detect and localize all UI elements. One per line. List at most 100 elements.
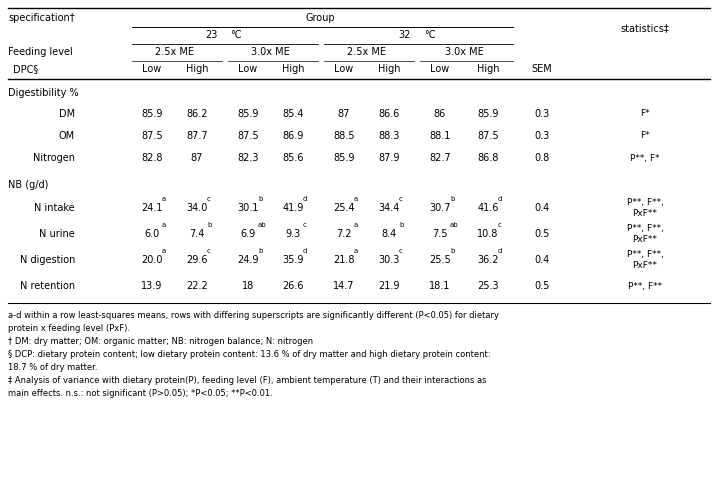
- Text: 6.9: 6.9: [241, 229, 256, 239]
- Text: main effects. n.s.: not significant (P>0.05); *P<0.05; **P<0.01.: main effects. n.s.: not significant (P>0…: [8, 389, 273, 398]
- Text: PxF**: PxF**: [633, 236, 658, 244]
- Text: 86.9: 86.9: [282, 131, 304, 141]
- Text: °C: °C: [230, 30, 242, 40]
- Text: 86.8: 86.8: [477, 153, 499, 163]
- Text: † DM: dry matter; OM: organic matter; NB: nitrogen balance; N: nitrogen: † DM: dry matter; OM: organic matter; NB…: [8, 337, 313, 346]
- Text: 18: 18: [242, 281, 254, 291]
- Text: 85.9: 85.9: [237, 109, 258, 119]
- Text: 87: 87: [191, 153, 203, 163]
- Text: 88.3: 88.3: [378, 131, 400, 141]
- Text: °C: °C: [424, 30, 436, 40]
- Text: a: a: [354, 222, 358, 228]
- Text: N digestion: N digestion: [19, 255, 75, 265]
- Text: 87: 87: [337, 109, 350, 119]
- Text: PxF**: PxF**: [633, 210, 658, 218]
- Text: 41.9: 41.9: [282, 203, 304, 213]
- Text: a: a: [354, 196, 358, 202]
- Text: 25.5: 25.5: [429, 255, 451, 265]
- Text: Nitrogen: Nitrogen: [33, 153, 75, 163]
- Text: 86.6: 86.6: [378, 109, 400, 119]
- Text: N intake: N intake: [34, 203, 75, 213]
- Text: P**, F*: P**, F*: [630, 154, 660, 162]
- Text: 0.8: 0.8: [534, 153, 549, 163]
- Text: Low: Low: [335, 64, 354, 74]
- Text: b: b: [207, 222, 211, 228]
- Text: 30.3: 30.3: [378, 255, 400, 265]
- Text: d: d: [498, 196, 503, 202]
- Text: 2.5x ME: 2.5x ME: [347, 47, 386, 57]
- Text: c: c: [207, 196, 211, 202]
- Text: 7.5: 7.5: [432, 229, 448, 239]
- Text: b: b: [450, 248, 454, 254]
- Text: 20.0: 20.0: [141, 255, 163, 265]
- Text: High: High: [378, 64, 400, 74]
- Text: 24.1: 24.1: [141, 203, 163, 213]
- Text: 3.0x ME: 3.0x ME: [444, 47, 483, 57]
- Text: 14.7: 14.7: [333, 281, 355, 291]
- Text: protein x feeding level (PxF).: protein x feeding level (PxF).: [8, 324, 130, 333]
- Text: 18.1: 18.1: [429, 281, 451, 291]
- Text: 82.8: 82.8: [141, 153, 163, 163]
- Text: c: c: [399, 248, 403, 254]
- Text: Group: Group: [305, 13, 335, 23]
- Text: 22.2: 22.2: [186, 281, 208, 291]
- Text: 6.0: 6.0: [144, 229, 159, 239]
- Text: 8.4: 8.4: [381, 229, 396, 239]
- Text: 26.6: 26.6: [282, 281, 304, 291]
- Text: 30.7: 30.7: [429, 203, 451, 213]
- Text: 2.5x ME: 2.5x ME: [155, 47, 194, 57]
- Text: High: High: [281, 64, 304, 74]
- Text: DM: DM: [59, 109, 75, 119]
- Text: 0.5: 0.5: [534, 281, 550, 291]
- Text: d: d: [303, 248, 307, 254]
- Text: 0.4: 0.4: [534, 203, 549, 213]
- Text: DPC§: DPC§: [14, 64, 39, 74]
- Text: Low: Low: [238, 64, 258, 74]
- Text: a: a: [162, 222, 167, 228]
- Text: 34.4: 34.4: [378, 203, 400, 213]
- Text: 86: 86: [434, 109, 446, 119]
- Text: a-d within a row least-squares means, rows with differing superscripts are signi: a-d within a row least-squares means, ro…: [8, 311, 499, 320]
- Text: OM: OM: [59, 131, 75, 141]
- Text: 0.3: 0.3: [534, 109, 549, 119]
- Text: 25.3: 25.3: [477, 281, 499, 291]
- Text: 32: 32: [398, 30, 411, 40]
- Text: 87.5: 87.5: [477, 131, 499, 141]
- Text: NB (g/d): NB (g/d): [8, 180, 48, 190]
- Text: c: c: [399, 196, 403, 202]
- Text: c: c: [498, 222, 502, 228]
- Text: 23: 23: [205, 30, 218, 40]
- Text: 85.9: 85.9: [333, 153, 355, 163]
- Text: 29.6: 29.6: [186, 255, 208, 265]
- Text: N retention: N retention: [20, 281, 75, 291]
- Text: Low: Low: [142, 64, 162, 74]
- Text: b: b: [258, 248, 262, 254]
- Text: 9.3: 9.3: [285, 229, 301, 239]
- Text: P**, F**,: P**, F**,: [627, 198, 663, 207]
- Text: 24.9: 24.9: [237, 255, 258, 265]
- Text: 85.6: 85.6: [282, 153, 304, 163]
- Text: 85.9: 85.9: [477, 109, 499, 119]
- Text: P**, F**,: P**, F**,: [627, 224, 663, 234]
- Text: 87.5: 87.5: [237, 131, 258, 141]
- Text: b: b: [399, 222, 404, 228]
- Text: P**, F**,: P**, F**,: [627, 250, 663, 260]
- Text: P**, F**: P**, F**: [628, 282, 662, 290]
- Text: 36.2: 36.2: [477, 255, 499, 265]
- Text: ab: ab: [258, 222, 266, 228]
- Text: 25.4: 25.4: [333, 203, 355, 213]
- Text: 7.4: 7.4: [190, 229, 205, 239]
- Text: a: a: [354, 248, 358, 254]
- Text: 10.8: 10.8: [477, 229, 499, 239]
- Text: High: High: [477, 64, 499, 74]
- Text: d: d: [303, 196, 307, 202]
- Text: 0.4: 0.4: [534, 255, 549, 265]
- Text: 21.9: 21.9: [378, 281, 400, 291]
- Text: d: d: [498, 248, 503, 254]
- Text: 13.9: 13.9: [141, 281, 163, 291]
- Text: SEM: SEM: [531, 64, 552, 74]
- Text: Digestibility %: Digestibility %: [8, 88, 79, 98]
- Text: F*: F*: [640, 132, 650, 140]
- Text: 87.5: 87.5: [141, 131, 163, 141]
- Text: 0.3: 0.3: [534, 131, 549, 141]
